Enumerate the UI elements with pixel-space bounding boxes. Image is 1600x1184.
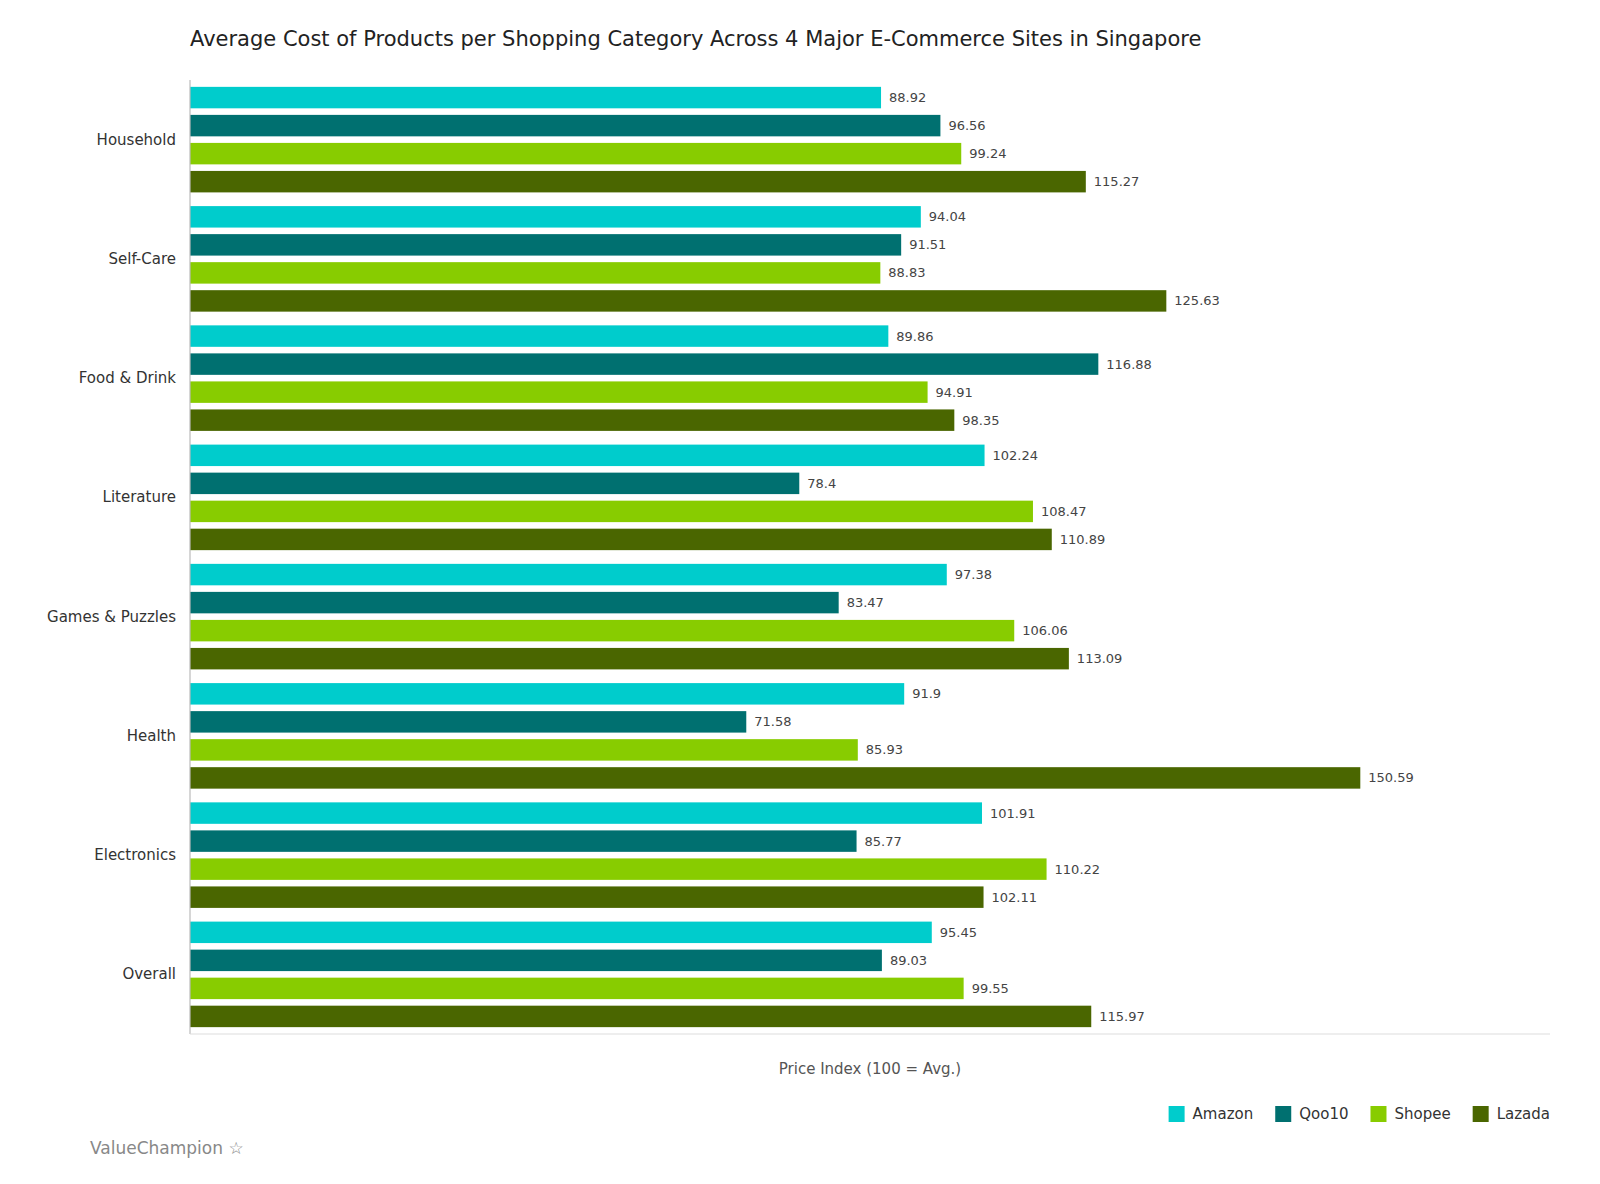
legend: Amazon Qoo10 Shopee Lazada: [1169, 1105, 1550, 1123]
bar: [190, 171, 1086, 192]
bar: [190, 683, 904, 704]
legend-label: Lazada: [1497, 1105, 1550, 1123]
data-label: 78.4: [807, 476, 836, 491]
data-label: 71.58: [754, 714, 791, 729]
axis-line-y: [189, 80, 190, 1034]
data-label: 101.91: [990, 806, 1036, 821]
data-labels: 88.92 94.04 89.86 102.24 97.38 91.9 101.91 95.4…: [754, 90, 1414, 1024]
x-axis-label: Price Index (100 = Avg.): [779, 1060, 961, 1078]
bar: [190, 592, 839, 613]
category-label: Health: [127, 727, 176, 745]
data-label: 108.47: [1041, 504, 1087, 519]
bar: [190, 1006, 1091, 1027]
data-label: 89.86: [896, 329, 933, 344]
category-label: Household: [97, 131, 176, 149]
bar: [190, 473, 799, 494]
legend-label: Shopee: [1394, 1105, 1450, 1123]
data-label: 85.77: [865, 834, 902, 849]
title: Average Cost of Products per Shopping Ca…: [190, 27, 1201, 51]
legend-swatch: [1473, 1106, 1489, 1122]
legend-item: Lazada: [1473, 1105, 1550, 1123]
data-label: 99.55: [972, 981, 1009, 996]
legend-item: Amazon: [1169, 1105, 1254, 1123]
data-label: 98.35: [962, 413, 999, 428]
bar: [190, 739, 858, 760]
data-label: 115.97: [1099, 1009, 1145, 1024]
legend-item: Qoo10: [1275, 1105, 1348, 1123]
bar: [190, 978, 964, 999]
category-label: Overall: [122, 965, 176, 983]
data-label: 102.24: [993, 448, 1038, 463]
bars: [190, 87, 1360, 1027]
bar: [190, 381, 928, 402]
bar: [190, 409, 954, 430]
bar: [190, 290, 1166, 311]
bar: [190, 206, 921, 227]
bar: [190, 830, 857, 851]
bar: [190, 325, 888, 346]
data-label: 91.9: [912, 686, 941, 701]
data-label: 125.63: [1174, 293, 1220, 308]
data-label: 88.83: [888, 265, 925, 280]
bar: [190, 620, 1014, 641]
data-label: 102.11: [992, 890, 1037, 905]
legend-item: Shopee: [1370, 1105, 1450, 1123]
bar: [190, 529, 1052, 550]
bar: [190, 564, 947, 585]
data-label: 150.59: [1368, 770, 1414, 785]
bar: [190, 648, 1069, 669]
data-label: 110.89: [1060, 532, 1106, 547]
bar: [190, 802, 982, 823]
category-label: Food & Drink: [79, 369, 177, 387]
annotation: ValueChampion ☆: [90, 1138, 244, 1158]
bar: [190, 234, 901, 255]
legend-swatch: [1275, 1106, 1291, 1122]
data-label: 96.56: [948, 118, 985, 133]
data-label: 99.24: [969, 146, 1006, 161]
legend-label: Qoo10: [1299, 1105, 1348, 1123]
bar: [190, 767, 1360, 788]
data-label: 94.91: [936, 385, 973, 400]
data-label: 91.51: [909, 237, 946, 252]
bar: [190, 501, 1033, 522]
bar: [190, 143, 961, 164]
legend-swatch: [1169, 1106, 1185, 1122]
bar: [190, 922, 932, 943]
bar: [190, 886, 984, 907]
legend-swatch: [1370, 1106, 1386, 1122]
data-label: 115.27: [1094, 174, 1140, 189]
bar: [190, 950, 882, 971]
data-label: 106.06: [1022, 623, 1068, 638]
chart: Average Cost of Products per Shopping Ca…: [0, 0, 1600, 1184]
bar: [190, 87, 881, 108]
category-label: Games & Puzzles: [47, 608, 176, 626]
data-label: 110.22: [1055, 862, 1101, 877]
data-label: 97.38: [955, 567, 992, 582]
category-label: Literature: [103, 488, 176, 506]
bar: [190, 115, 940, 136]
data-label: 89.03: [890, 953, 927, 968]
legend-label: Amazon: [1193, 1105, 1254, 1123]
data-label: 116.88: [1106, 357, 1152, 372]
data-label: 113.09: [1077, 651, 1123, 666]
axis-line-x: [190, 1034, 1550, 1035]
category-label: Electronics: [94, 846, 176, 864]
data-label: 94.04: [929, 209, 966, 224]
background: [0, 0, 1600, 1184]
data-label: 83.47: [847, 595, 884, 610]
bar: [190, 858, 1047, 879]
bar: [190, 353, 1098, 374]
data-label: 85.93: [866, 742, 903, 757]
bar: [190, 445, 985, 466]
bar: [190, 262, 880, 283]
bar: [190, 711, 746, 732]
data-label: 88.92: [889, 90, 926, 105]
category-label: Self-Care: [108, 250, 176, 268]
data-label: 95.45: [940, 925, 977, 940]
